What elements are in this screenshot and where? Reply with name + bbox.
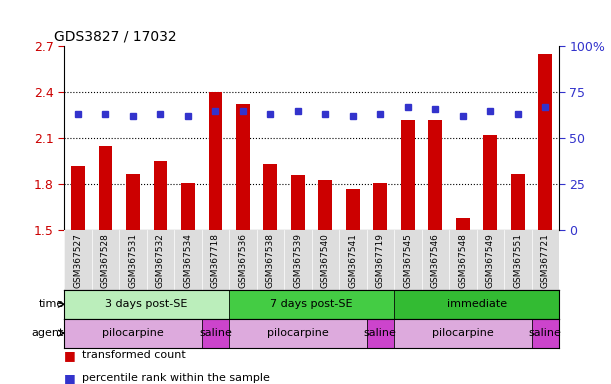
Text: 7 days post-SE: 7 days post-SE bbox=[270, 299, 353, 310]
Text: agent: agent bbox=[32, 328, 64, 338]
Bar bbox=[229, 319, 367, 348]
Bar bbox=[263, 164, 277, 230]
Text: GSM367721: GSM367721 bbox=[541, 233, 550, 288]
Bar bbox=[153, 161, 167, 230]
Text: GSM367541: GSM367541 bbox=[348, 233, 357, 288]
Text: time: time bbox=[39, 299, 64, 310]
Text: GSM367549: GSM367549 bbox=[486, 233, 495, 288]
Bar bbox=[511, 174, 525, 230]
Bar bbox=[126, 174, 140, 230]
Bar bbox=[229, 290, 394, 319]
Bar bbox=[538, 54, 552, 230]
Bar bbox=[98, 146, 112, 230]
Bar bbox=[394, 319, 532, 348]
Text: pilocarpine: pilocarpine bbox=[267, 328, 329, 338]
Bar bbox=[64, 319, 202, 348]
Text: GSM367551: GSM367551 bbox=[513, 233, 522, 288]
Text: GSM367534: GSM367534 bbox=[183, 233, 192, 288]
Text: transformed count: transformed count bbox=[82, 350, 186, 360]
Text: GSM367527: GSM367527 bbox=[73, 233, 82, 288]
Bar bbox=[401, 120, 415, 230]
Bar bbox=[428, 120, 442, 230]
Text: immediate: immediate bbox=[447, 299, 507, 310]
Bar bbox=[64, 290, 229, 319]
Bar bbox=[318, 180, 332, 230]
Text: pilocarpine: pilocarpine bbox=[432, 328, 494, 338]
Text: ■: ■ bbox=[64, 372, 76, 384]
Bar bbox=[367, 319, 394, 348]
Text: saline: saline bbox=[529, 328, 562, 338]
Text: pilocarpine: pilocarpine bbox=[102, 328, 164, 338]
Bar bbox=[236, 104, 250, 230]
Text: GSM367546: GSM367546 bbox=[431, 233, 440, 288]
Text: ■: ■ bbox=[64, 349, 76, 362]
Text: GDS3827 / 17032: GDS3827 / 17032 bbox=[54, 30, 177, 43]
Text: GSM367528: GSM367528 bbox=[101, 233, 110, 288]
Bar bbox=[71, 166, 85, 230]
Bar bbox=[373, 183, 387, 230]
Bar bbox=[346, 189, 360, 230]
Bar bbox=[394, 290, 559, 319]
Text: GSM367531: GSM367531 bbox=[128, 233, 137, 288]
Text: GSM367719: GSM367719 bbox=[376, 233, 385, 288]
Text: saline: saline bbox=[199, 328, 232, 338]
Text: saline: saline bbox=[364, 328, 397, 338]
Text: GSM367536: GSM367536 bbox=[238, 233, 247, 288]
Bar bbox=[456, 218, 470, 230]
Text: GSM367538: GSM367538 bbox=[266, 233, 275, 288]
Text: GSM367718: GSM367718 bbox=[211, 233, 220, 288]
Bar bbox=[208, 92, 222, 230]
Bar bbox=[291, 175, 305, 230]
Bar bbox=[483, 135, 497, 230]
Text: GSM367548: GSM367548 bbox=[458, 233, 467, 288]
Bar bbox=[202, 319, 229, 348]
Bar bbox=[532, 319, 559, 348]
Text: 3 days post-SE: 3 days post-SE bbox=[106, 299, 188, 310]
Text: GSM367540: GSM367540 bbox=[321, 233, 330, 288]
Bar bbox=[181, 183, 195, 230]
Text: GSM367539: GSM367539 bbox=[293, 233, 302, 288]
Text: GSM367545: GSM367545 bbox=[403, 233, 412, 288]
Text: percentile rank within the sample: percentile rank within the sample bbox=[82, 373, 270, 383]
Text: GSM367532: GSM367532 bbox=[156, 233, 165, 288]
